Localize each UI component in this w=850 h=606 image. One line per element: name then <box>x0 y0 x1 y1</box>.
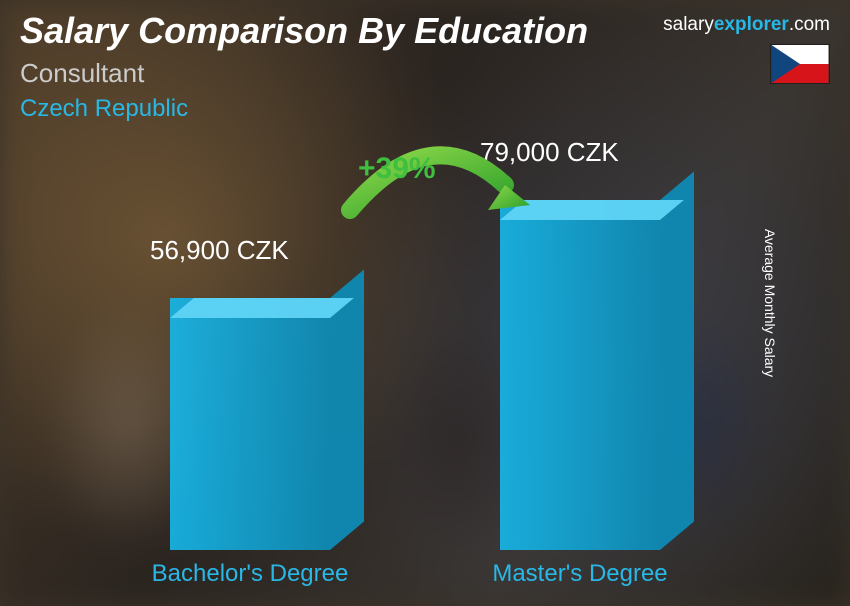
bar-front-0 <box>170 298 330 550</box>
bar-value-0: 56,900 CZK <box>150 235 289 266</box>
category-label-0: Bachelor's Degree <box>140 560 360 588</box>
bar-side-1 <box>660 171 694 550</box>
bar-chart: 56,900 CZK 79,000 CZK Bachelor's Degree … <box>0 0 850 606</box>
bar-group-0: Bachelor's Degree <box>140 298 360 588</box>
bar-0 <box>170 298 330 550</box>
infographic-container: Salary Comparison By Education Consultan… <box>0 0 850 606</box>
percentage-delta: +39% <box>358 152 436 186</box>
bar-top-0 <box>170 298 354 318</box>
category-label-1: Master's Degree <box>470 560 690 588</box>
bar-group-1: Master's Degree <box>470 200 690 588</box>
increase-arrow-icon <box>330 130 540 250</box>
bar-front-1 <box>500 200 660 550</box>
bar-1 <box>500 200 660 550</box>
